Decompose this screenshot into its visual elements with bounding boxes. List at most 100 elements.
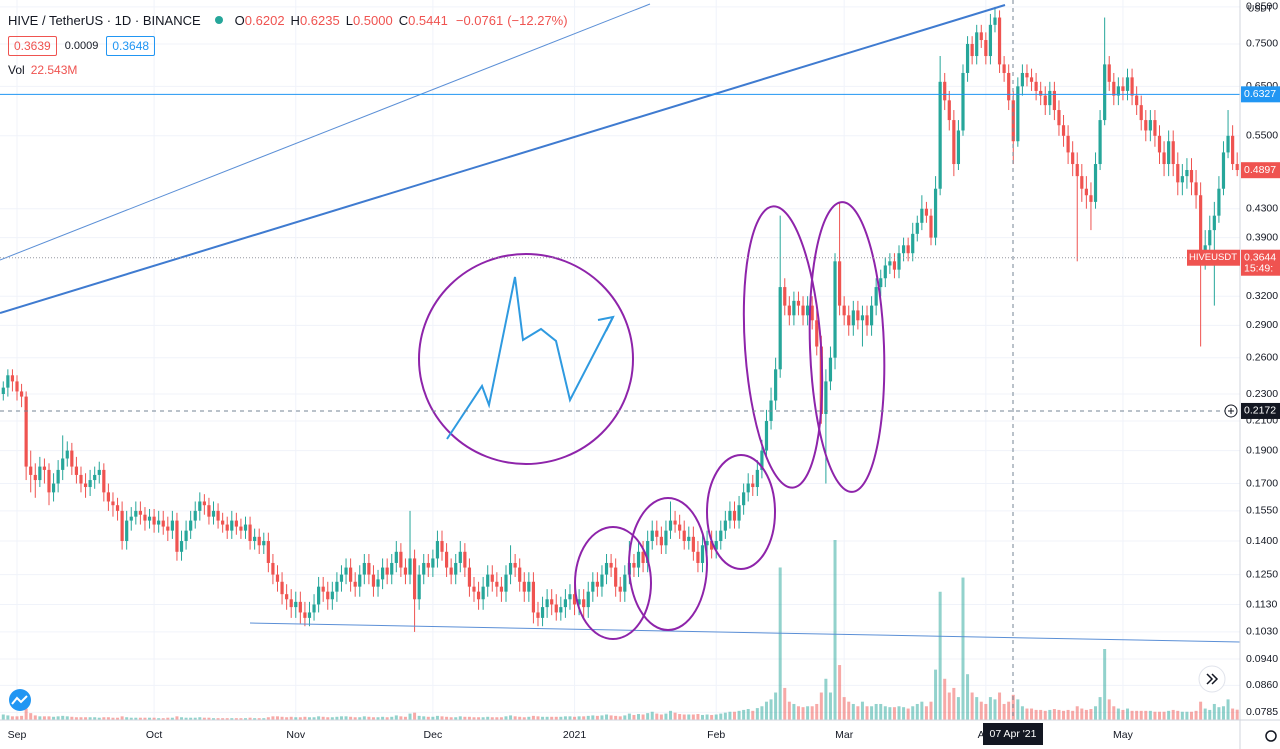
candle-body [961,72,965,131]
candle-body [550,599,554,605]
candle-body [696,551,700,563]
candle-body [888,261,892,266]
y-tick-label: 0.2300 [1246,388,1278,400]
volume-bar [545,716,549,720]
candle-body [157,520,161,525]
candle-body [970,43,974,57]
candle-body [518,567,522,582]
candle-body [234,520,238,527]
volume-bar [152,717,156,720]
candle-body [632,562,636,568]
volume-bar [701,714,704,720]
candle-body [321,586,325,592]
volume-bar [879,703,883,720]
settings-button[interactable] [1265,730,1277,742]
crosshair-date: 07 Apr '21 [990,728,1037,740]
scroll-button[interactable] [1198,665,1226,693]
candle-body [399,551,403,568]
price-axis-bg [1240,0,1280,749]
y-tick-label: 0.8500 [1246,1,1278,13]
volume-bar [499,717,503,720]
volume-bar [1057,709,1061,720]
candle-body [33,474,37,481]
candle-body [193,510,197,521]
candle-body [997,17,1002,65]
volume-bar [509,715,513,720]
candle-body [408,558,412,575]
volume-bar [1162,711,1166,720]
volume-bar [755,708,759,720]
candle-body [595,581,599,587]
volume-bar [317,716,321,720]
candle-body [166,526,170,531]
candle-body [349,567,353,582]
x-tick-label: Nov [286,729,305,741]
volume-bar [984,703,988,720]
ask-button[interactable]: 0.3648 [106,36,156,56]
pattern-sketch [446,276,614,440]
volume-bar [943,678,947,720]
volume-bar [1221,706,1225,720]
candle-body [239,526,243,531]
candle-body [412,558,417,600]
volume-bar [413,712,417,720]
tv-logo[interactable] [9,689,31,711]
candle-body [988,24,993,57]
volume-bar [865,706,869,720]
candle-body [979,32,983,41]
volume-bar [298,717,302,720]
ohlc-value: 0.6202 [244,12,285,28]
candle-body [787,305,791,316]
candle-body [906,245,910,254]
candle-body [1226,135,1230,153]
candle-body [828,357,833,382]
candle-body [513,562,517,568]
candle-body [751,483,755,488]
volume-bar [687,714,691,720]
circle-annotation [574,526,652,640]
volume-bar [595,715,599,720]
candle-body [801,305,805,316]
volume-bar [445,716,449,720]
circle-annotation [418,253,634,465]
volume-bar [79,717,83,720]
circle-annotation [706,454,776,570]
volume-row: Vol 22.543M [8,58,568,82]
candle-body [673,520,677,525]
volume-bar [367,716,371,720]
volume-bar [303,716,307,720]
volume-bar [1153,711,1157,720]
candle-body [604,562,609,575]
y-tick-label: 0.3200 [1246,290,1278,302]
bid-button[interactable]: 0.3639 [8,36,57,56]
volume-bar [381,716,385,720]
volume-bar [1066,709,1070,720]
volume-bar [632,714,636,720]
volume-bar [961,577,965,720]
candle-body [1052,90,1056,111]
volume-bar [723,712,727,720]
volume-bar [623,715,627,720]
volume-bar [353,717,357,720]
candle-body [975,32,979,57]
volume-bar [600,715,604,720]
volume-bar [774,692,778,720]
candle-body [129,516,133,521]
candle-body [61,458,65,470]
candle-body [1144,120,1148,131]
candle-body [230,520,234,531]
candle-body [664,530,668,546]
candle-body [1084,188,1088,196]
volume-bar [906,708,910,720]
volume-bar [257,718,261,720]
x-tick-label: Sep [8,729,27,741]
candle-body [947,100,951,121]
volume-bar [1176,710,1180,720]
volume-label: Vol [8,63,25,77]
volume-bar [106,717,110,720]
volume-bar [787,701,791,720]
volume-bar [15,716,19,720]
arrow-head [597,315,615,332]
status-dot [214,16,223,24]
candle-body [1235,164,1239,171]
